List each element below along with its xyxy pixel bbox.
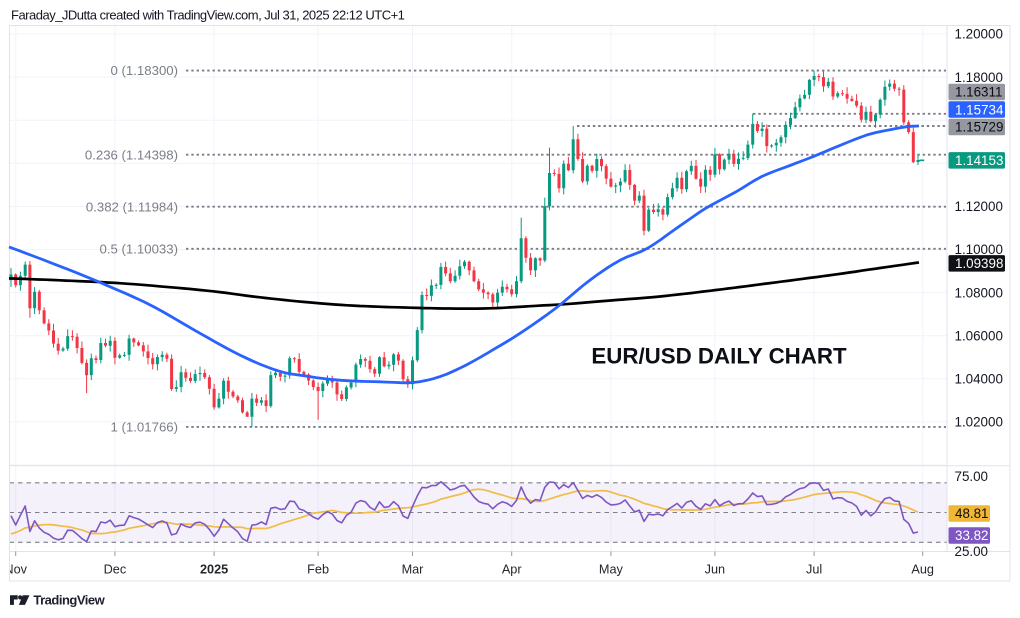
svg-text:1.09398: 1.09398 xyxy=(955,256,1003,271)
svg-text:25.00: 25.00 xyxy=(955,544,989,559)
svg-text:1 (1.01766): 1 (1.01766) xyxy=(111,420,178,435)
svg-text:1.15734: 1.15734 xyxy=(955,102,1004,117)
svg-text:1.14153: 1.14153 xyxy=(955,153,1003,168)
svg-text:Jul: Jul xyxy=(806,563,822,577)
svg-text:1.10000: 1.10000 xyxy=(955,242,1003,257)
svg-text:48.81: 48.81 xyxy=(955,506,989,521)
svg-text:Dec: Dec xyxy=(104,563,127,577)
svg-text:1.06000: 1.06000 xyxy=(955,328,1003,343)
svg-text:1.15729: 1.15729 xyxy=(955,120,1003,135)
svg-text:33.82: 33.82 xyxy=(955,528,989,543)
svg-text:0.236 (1.14398): 0.236 (1.14398) xyxy=(85,147,178,162)
svg-text:1.04000: 1.04000 xyxy=(955,372,1003,387)
svg-text:Mar: Mar xyxy=(402,563,425,577)
svg-text:Aug: Aug xyxy=(911,563,934,577)
svg-text:0 (1.18300): 0 (1.18300) xyxy=(111,63,178,78)
svg-text:Faraday_JDutta created with Tr: Faraday_JDutta created with TradingView.… xyxy=(11,8,405,23)
svg-text:EUR/USD DAILY CHART: EUR/USD DAILY CHART xyxy=(591,344,847,369)
svg-text:1.02000: 1.02000 xyxy=(955,415,1003,430)
svg-text:1.08000: 1.08000 xyxy=(955,285,1003,300)
svg-text:Feb: Feb xyxy=(307,563,329,577)
svg-text:0.382 (1.11984): 0.382 (1.11984) xyxy=(86,199,178,214)
svg-text:TradingView: TradingView xyxy=(33,592,105,607)
svg-text:May: May xyxy=(599,563,624,577)
svg-text:Nov: Nov xyxy=(4,563,27,577)
svg-text:1.20000: 1.20000 xyxy=(955,27,1003,42)
svg-text:1.16311: 1.16311 xyxy=(955,85,1002,100)
svg-text:Jun: Jun xyxy=(705,563,725,577)
svg-text:1.18000: 1.18000 xyxy=(955,70,1003,85)
svg-text:75.00: 75.00 xyxy=(955,469,989,484)
svg-text:1.12000: 1.12000 xyxy=(955,199,1003,214)
svg-text:0.5 (1.10033): 0.5 (1.10033) xyxy=(100,241,178,256)
svg-text:2025: 2025 xyxy=(200,563,228,577)
svg-text:Apr: Apr xyxy=(502,563,523,577)
